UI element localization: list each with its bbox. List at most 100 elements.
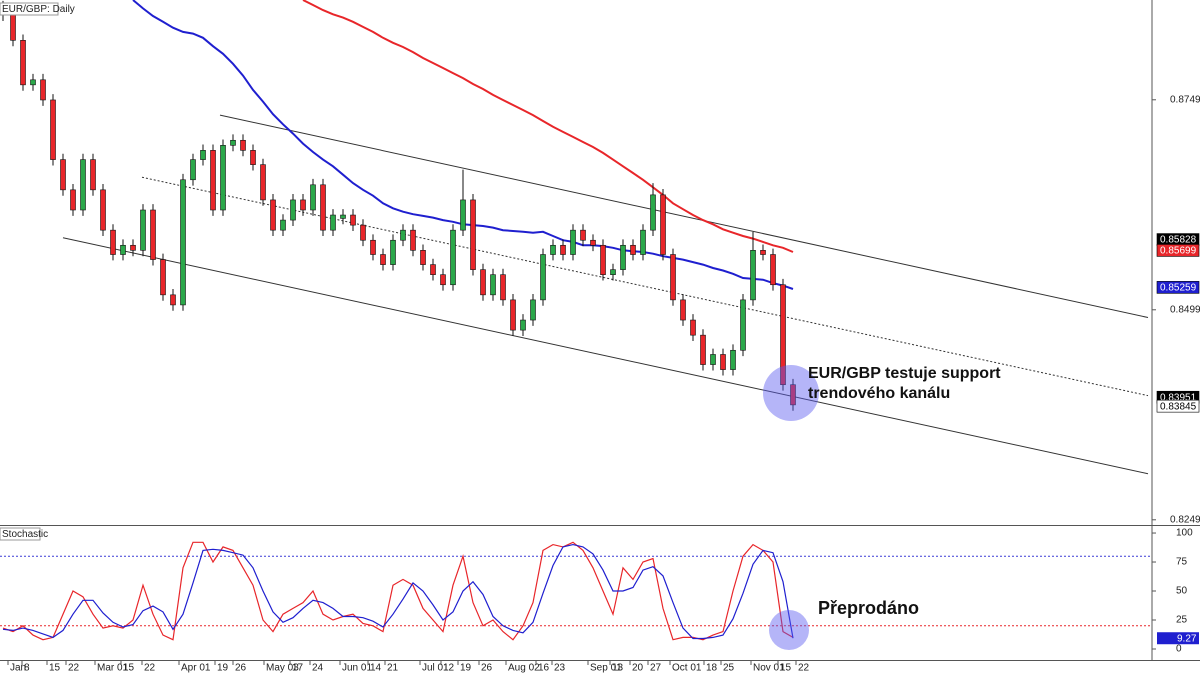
candle-body: [400, 229, 406, 241]
price-tag: [1156, 281, 1200, 294]
candle-body: [790, 384, 796, 406]
candle-body: [160, 259, 166, 296]
stochastic-line: [2, 543, 794, 640]
candle-body: [680, 299, 686, 321]
candle-body: [170, 294, 176, 306]
candle-body: [740, 299, 746, 351]
candle-body: [650, 194, 656, 231]
x-tick-label: Jul 01: [422, 663, 449, 674]
candle-body: [370, 239, 376, 255]
annotation: Přeprodáno: [818, 598, 919, 618]
stochastic-panel: [0, 541, 1152, 641]
y-tick-label: 0.87492: [1170, 94, 1200, 105]
candle-body: [640, 229, 646, 255]
candle-body: [30, 79, 36, 86]
candle-body: [480, 269, 486, 296]
stochastic-line: [2, 541, 794, 641]
candle-body: [140, 209, 146, 251]
highlight-circle: [769, 610, 809, 650]
candle-body: [580, 229, 586, 241]
candle-body: [520, 319, 526, 331]
x-tick-label: 8: [24, 663, 30, 674]
x-tick-label: 22: [798, 663, 810, 674]
trend-line: [62, 237, 1149, 475]
candle-body: [570, 229, 576, 255]
x-tick-label: 22: [144, 663, 156, 674]
candle-body: [300, 199, 306, 211]
x-tick-label: Sep 01: [590, 663, 622, 674]
x-tick-label: 21: [387, 663, 399, 674]
candle-body: [290, 199, 296, 221]
candle-body: [600, 244, 606, 275]
candle-body: [190, 159, 196, 181]
x-tick-label: Nov 01: [753, 663, 785, 674]
annotation: trendového kanálu: [808, 385, 950, 402]
candle-body: [610, 269, 616, 275]
candle-body: [670, 254, 676, 301]
candle-body: [700, 334, 706, 365]
candle-body: [330, 214, 336, 231]
candle-body: [380, 254, 386, 265]
candle-body: [250, 150, 256, 165]
candle-body: [500, 274, 506, 301]
x-tick-label: Jan: [10, 663, 26, 674]
candle-body: [130, 244, 136, 251]
candle-body: [320, 184, 326, 231]
candle-body: [690, 319, 696, 336]
candle-body: [440, 274, 446, 286]
candle-body: [660, 194, 666, 255]
price-panel: [0, 0, 1149, 475]
candle-body: [150, 209, 156, 260]
x-tick-label: 27: [650, 663, 662, 674]
candle-body: [70, 189, 76, 211]
y-tick-label: 50: [1176, 586, 1188, 597]
candle-body: [200, 150, 206, 160]
x-tick-label: 19: [460, 663, 472, 674]
title-box: [0, 2, 59, 16]
value-tag-label: 9.27: [1177, 633, 1197, 644]
candle-body: [780, 284, 786, 386]
x-tick-label: 15: [49, 663, 61, 674]
x-tick-label: 19: [217, 663, 229, 674]
candle-body: [420, 250, 426, 265]
candle-body: [550, 244, 556, 255]
candle-body: [540, 254, 546, 301]
value-tag: [1157, 632, 1199, 645]
y-tick-label: 0.84992: [1170, 304, 1200, 315]
candle-body: [630, 244, 636, 255]
trend-line: [219, 114, 1149, 319]
x-tick-label: Jun 01: [342, 663, 372, 674]
x-tick-label: 26: [235, 663, 247, 674]
price-tag-label: 0.85259: [1160, 283, 1197, 294]
x-tick-label: 23: [554, 663, 566, 674]
x-tick-label: 20: [632, 663, 644, 674]
candle-body: [40, 79, 46, 101]
candle-body: [340, 214, 346, 219]
candle-body: [450, 229, 456, 286]
price-tag-label: 0.83951: [1160, 392, 1197, 403]
candle-body: [530, 299, 536, 321]
candle-body: [50, 99, 56, 160]
y-tick-label: 0.82492: [1170, 514, 1200, 525]
price-tag: [1156, 399, 1200, 413]
candle-body: [620, 244, 626, 270]
candle-body: [750, 250, 756, 301]
candle-body: [10, 14, 16, 41]
y-tick-label: 75: [1176, 557, 1188, 568]
x-tick-label: 15: [780, 663, 792, 674]
candle-body: [210, 150, 216, 211]
candle-body: [180, 179, 186, 306]
x-tick-label: 17: [292, 663, 304, 674]
candle-body: [760, 250, 766, 255]
candle-body: [100, 189, 106, 231]
price-tag-label: 0.85828: [1160, 235, 1197, 246]
candle-body: [510, 299, 516, 331]
trend-line: [141, 176, 1149, 397]
x-tick-label: 22: [68, 663, 80, 674]
candle-body: [710, 354, 716, 365]
candle-body: [430, 264, 436, 275]
candle-body: [120, 244, 126, 255]
